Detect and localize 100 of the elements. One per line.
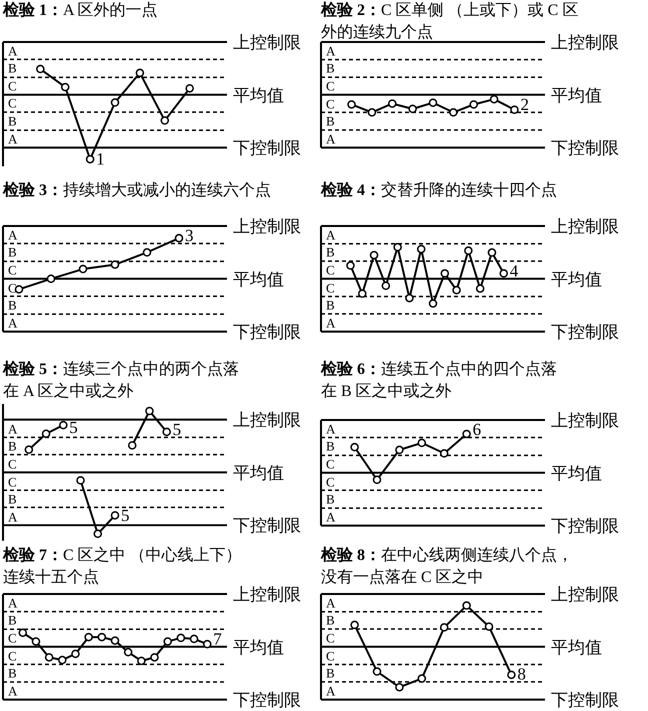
point — [190, 634, 198, 644]
ref-line-label: 下控制限 — [550, 322, 619, 342]
ref-line-label: 上控制限 — [550, 585, 619, 604]
series-label: 6 — [472, 420, 482, 439]
point — [440, 623, 448, 632]
point — [71, 650, 80, 658]
chart-title: 检验 7：C 区之中 （中心线上下）连续十五个点 — [3, 547, 242, 586]
ref-line-label: 平均值 — [550, 464, 602, 483]
annotation: A — [326, 421, 336, 436]
point — [449, 108, 458, 117]
ref-line-label: 上控制限 — [232, 411, 301, 430]
point — [368, 108, 376, 117]
point — [405, 294, 414, 302]
chart-title: 检验 4：交替升降的连续十四个点 — [321, 180, 558, 201]
point — [510, 106, 519, 114]
chart-title: 检验 6：连续五个点中的四个点落在 B 区之中或之外 — [321, 360, 558, 402]
annotation: C — [8, 630, 17, 646]
point — [160, 116, 170, 125]
text: A — [8, 315, 18, 330]
point — [176, 634, 186, 642]
annotation: B — [8, 492, 17, 507]
annotation: A — [326, 683, 336, 698]
annotation: A — [8, 421, 18, 436]
annotation: C — [326, 456, 335, 472]
text: A — [326, 315, 336, 330]
point — [469, 100, 478, 109]
ref-line-label: 下控制限 — [550, 138, 619, 158]
text: A — [326, 131, 336, 146]
point — [347, 100, 356, 109]
point — [346, 261, 355, 270]
ref-line-label: 平均值 — [232, 638, 284, 657]
point — [484, 622, 494, 631]
ref-line-label: 上控制限 — [550, 411, 619, 430]
point — [137, 656, 146, 666]
chart-title: 检验 8：在中心线两侧连续八个点，没有一点落在 C 区之中 — [321, 547, 573, 586]
annotation: B — [8, 438, 17, 454]
annotation: A — [8, 509, 18, 524]
point — [60, 82, 70, 92]
point — [44, 653, 54, 662]
chart-title: 检验 5：连续三个点中的两个点落在 A 区之中或之外 — [3, 360, 240, 402]
point — [94, 530, 102, 538]
point — [86, 154, 94, 164]
point — [24, 446, 34, 454]
point — [370, 250, 378, 260]
point — [488, 248, 496, 257]
point — [350, 620, 359, 630]
ref-line-label: 上控制限 — [233, 33, 301, 52]
point — [145, 407, 154, 416]
ref-line-label: 下控制限 — [232, 690, 301, 710]
text: A — [8, 683, 18, 698]
point — [76, 476, 85, 486]
annotation: B — [8, 244, 17, 260]
ref-line-label: 下控制限 — [550, 690, 619, 710]
point — [395, 682, 404, 692]
annotation: C — [8, 78, 17, 94]
annotation: C — [326, 648, 335, 664]
point — [128, 442, 136, 450]
ref-line-label: 下控制限 — [232, 516, 301, 536]
point — [418, 674, 426, 683]
ref-line-label: 下控制限 — [232, 322, 301, 342]
point — [372, 476, 382, 484]
point — [110, 98, 120, 107]
point — [98, 632, 106, 642]
annotation: C — [326, 262, 335, 278]
text: B — [326, 492, 335, 507]
annotation: A — [8, 131, 18, 146]
point — [358, 289, 367, 298]
point — [110, 636, 120, 645]
annotation: B — [326, 666, 335, 681]
point — [499, 269, 508, 278]
annotation: B — [8, 60, 17, 76]
ref-line-label: 平均值 — [550, 86, 602, 105]
annotation: B — [326, 244, 335, 260]
point — [428, 98, 438, 107]
chart-title: 检验 1：A 区外的一点 — [3, 0, 159, 21]
series-label: 5 — [172, 420, 182, 440]
point — [174, 234, 184, 242]
annotation: C — [326, 630, 335, 646]
series-label: 8 — [517, 664, 526, 684]
point — [124, 648, 132, 656]
text: A — [326, 227, 336, 242]
point — [78, 264, 88, 274]
point — [18, 628, 28, 637]
text: A — [326, 509, 336, 524]
series-label: 4 — [510, 261, 519, 280]
point — [507, 670, 516, 680]
ref-line-label: 平均值 — [550, 270, 602, 289]
point — [202, 640, 212, 648]
text: B — [326, 114, 335, 129]
annotation: B — [326, 612, 335, 628]
point — [462, 601, 471, 610]
annotation: B — [8, 114, 17, 129]
point — [350, 442, 359, 452]
text: A — [326, 43, 336, 58]
annotation: C — [8, 262, 17, 278]
series-label: 5 — [121, 506, 130, 526]
annotation: C — [8, 96, 17, 111]
point — [136, 68, 144, 78]
text: B — [326, 60, 335, 76]
annotation: C — [8, 474, 17, 490]
